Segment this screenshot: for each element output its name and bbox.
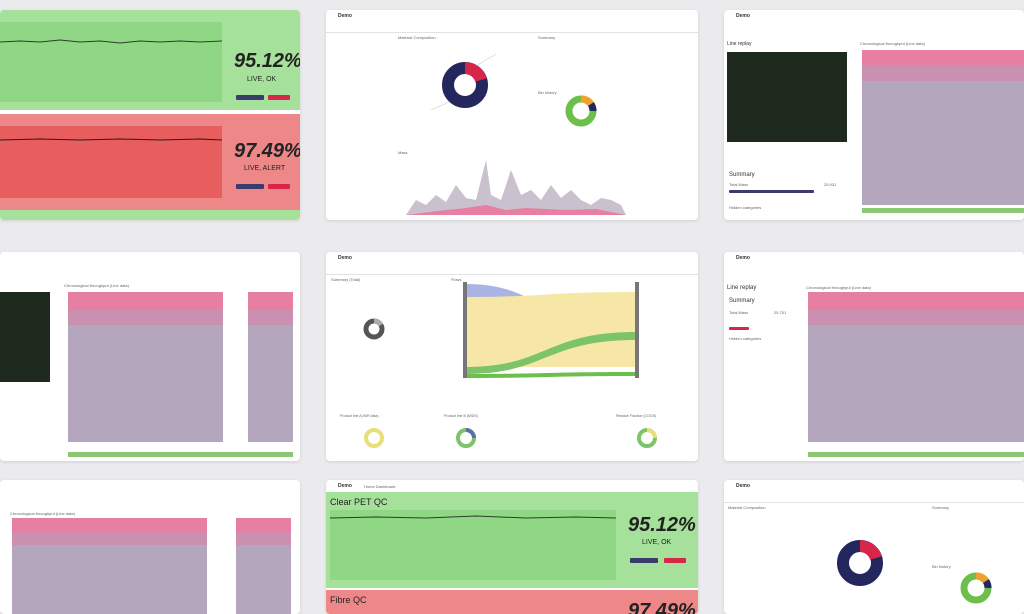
screen-line-data-bottom-left: Chronological throughput (Line data) (0, 480, 300, 614)
ok-percent: 95.12% (234, 50, 300, 72)
throughput-chart (12, 518, 207, 614)
live-chart-ok (0, 22, 222, 102)
mass-bar (729, 327, 749, 330)
ok-status: LIVE, OK (642, 539, 672, 546)
chart-title: Chronological throughput (Line data) (806, 285, 871, 290)
chart-title: Chronological throughput (Line data) (10, 511, 75, 516)
sidebar-title: Line replay (727, 285, 757, 291)
panel-title: Clear PET QC (330, 497, 388, 507)
panel-title-2: Fibre QC (330, 595, 367, 605)
bin-history-donut (565, 95, 597, 127)
hidden-categories: Hidden categories (729, 336, 762, 341)
app-name: Demo (338, 255, 352, 261)
mass-area-chart (406, 160, 626, 215)
app-name: Demo (736, 483, 750, 489)
view-button[interactable] (630, 558, 658, 563)
hidden-categories: Hidden categories (729, 205, 762, 210)
section-material: Material Composition (728, 505, 766, 510)
throughput-chart-2 (236, 518, 291, 614)
nav-section: Home Dashboard (364, 484, 396, 489)
throughput-chart-2 (248, 292, 293, 442)
live-chart-alert (0, 126, 222, 198)
app-name: Demo (736, 255, 750, 261)
screen-qc-dashboard-bottom: Demo Home Dashboard Clear PET QC 95.12% … (326, 480, 698, 614)
donut-label-a: Product line A (NIR data) (340, 414, 379, 418)
material-donut (430, 53, 497, 111)
app-name: Demo (338, 13, 352, 19)
status-panel-alert (326, 590, 698, 614)
total-mass-label: Total Mass (729, 182, 749, 187)
ok-percent: 95.12% (628, 514, 696, 536)
chart-title: Chronological throughput (Line data) (64, 283, 129, 288)
summary-title: Summary (729, 172, 755, 178)
ok-trend-line (0, 39, 223, 44)
section-flows: Flows (451, 277, 462, 282)
sankey-chart (363, 282, 657, 448)
status-timeline (68, 452, 293, 457)
view-button[interactable] (236, 95, 264, 100)
sidebar-title: Line replay (727, 41, 752, 47)
section-bin-history: Bin history (932, 564, 951, 569)
footer-strip (0, 210, 300, 220)
section-bin-history: Bin history (538, 90, 557, 95)
material-donut (837, 540, 992, 604)
donut-label-c: Residue Fraction (COGS) (616, 414, 657, 418)
status-timeline (808, 452, 1024, 457)
donut-label-b: Product line B (MIDS) (444, 414, 478, 418)
screen-line-data-mid-left: Chronological throughput (Line data) (0, 252, 300, 461)
live-chart-ok (330, 510, 616, 580)
screen-material-composition-bottom: Demo Material Composition Summary Bin hi… (724, 480, 1024, 614)
app-name: Demo (338, 483, 352, 489)
camera-feed (727, 52, 847, 142)
section-summary: Summary (538, 35, 556, 40)
section-summary: Summary (Total) (331, 277, 361, 282)
screen-sankey-flows: Demo Summary (Total) Flows Product line … (326, 252, 698, 461)
screen-line-replay-top: Demo Line replay Summary Total Mass 25.9… (724, 10, 1024, 220)
alert-percent: 97.49% (628, 600, 696, 614)
camera-feed (0, 292, 50, 382)
total-mass-value: 25.751 (774, 310, 787, 315)
total-mass-label: Total Mass (729, 310, 749, 315)
status-timeline (862, 208, 1024, 213)
throughput-chart (68, 292, 223, 442)
mass-bar (729, 190, 814, 193)
view-button-2[interactable] (236, 184, 264, 189)
app-name: Demo (736, 13, 750, 19)
ok-trend-line (329, 515, 617, 519)
section-summary: Summary (932, 505, 950, 510)
ok-status: LIVE, OK (247, 76, 277, 83)
screen-material-composition: Demo Material Composition Summary Bin hi… (326, 10, 698, 220)
screen-qc-dashboard-top: 95.12% LIVE, OK 97.49% LIVE, ALERT (0, 10, 300, 220)
alert-button[interactable] (268, 95, 290, 100)
section-mass: Mass (398, 150, 408, 155)
alert-trend-line (0, 138, 223, 141)
alert-button[interactable] (664, 558, 686, 563)
section-material: Material Composition (398, 35, 436, 40)
total-mass-value: 25.931 (824, 182, 837, 187)
chart-title: Chronological throughput (Line data) (860, 41, 925, 46)
alert-status: LIVE, ALERT (244, 165, 286, 172)
throughput-chart (808, 292, 1024, 442)
throughput-chart (862, 50, 1024, 205)
screen-line-replay-mid: Demo Line replay Summary Total Mass 25.7… (724, 252, 1024, 461)
alert-button-2[interactable] (268, 184, 290, 189)
summary-title: Summary (729, 298, 755, 304)
alert-percent: 97.49% (234, 140, 300, 162)
